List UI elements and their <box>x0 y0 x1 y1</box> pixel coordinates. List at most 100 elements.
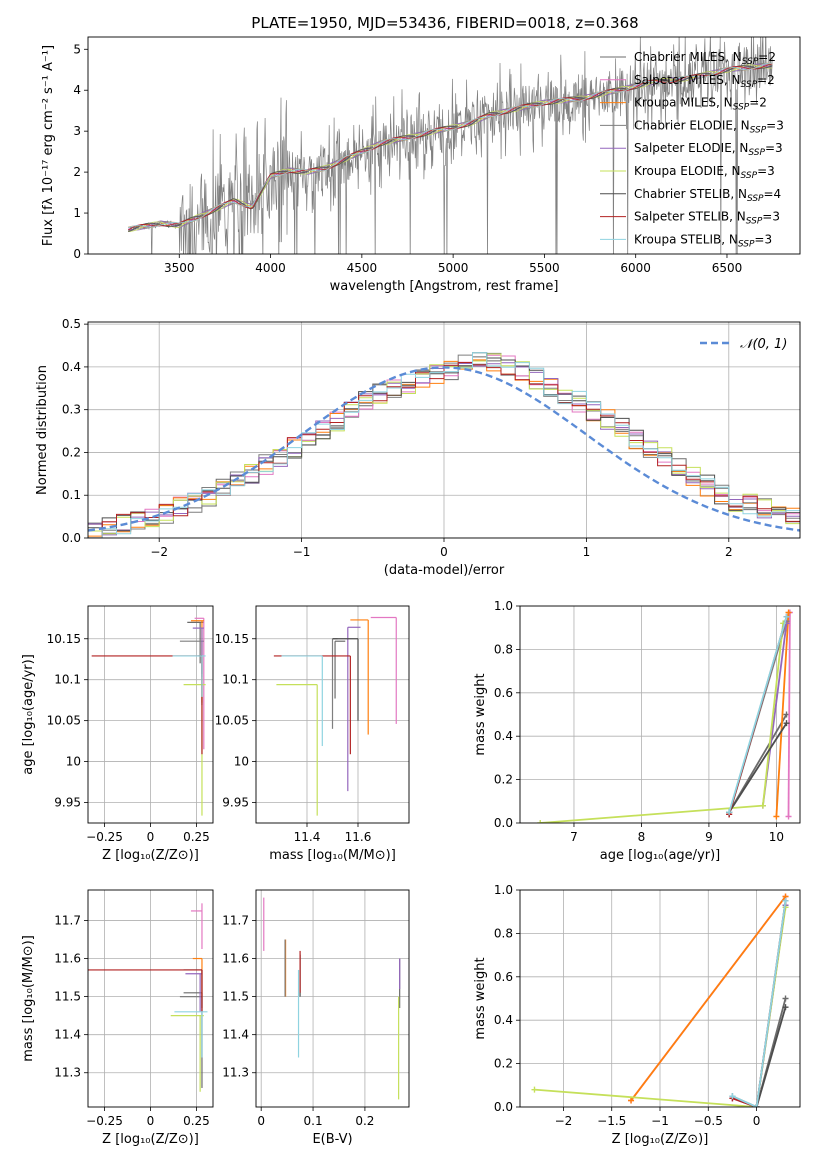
observed-spectrum-line <box>127 37 773 254</box>
y-tick-label: 0 <box>73 247 81 261</box>
panel-residuals: −2 −1 0 1 2 0.0 0.1 0.2 0.3 0.4 0.5 (data-model)/er… <box>35 317 801 578</box>
weight-point-marker <box>785 609 792 616</box>
y-tick-label: 0.8 <box>494 642 513 656</box>
weight-series-line <box>755 1006 787 1107</box>
weight-series-line <box>732 905 787 1107</box>
weight-point-marker <box>783 720 790 727</box>
y-tick-label: 11.3 <box>54 1066 81 1080</box>
y-tick-label: 0.3 <box>62 403 81 417</box>
legend-text: Salpeter ELODIE, N <box>634 141 748 155</box>
x-tick-label: −0.5 <box>694 1114 723 1128</box>
legend-entry: Chabrier MILES, NSSP=2 <box>634 50 776 67</box>
legend-text: Kroupa ELODIE, N <box>634 164 741 178</box>
weight-point-marker <box>785 813 792 820</box>
legend-text: Chabrier STELIB, N <box>634 187 747 201</box>
legend-subscript: SSP <box>741 80 758 90</box>
x-tick-label: −1 <box>651 1114 669 1128</box>
gaussian-reference-curve <box>88 366 800 532</box>
weight-point-marker <box>759 802 766 809</box>
y-tick-label: 3 <box>73 124 81 138</box>
x-tick-label: 7 <box>570 830 578 844</box>
y-tick-label: 11.3 <box>222 1066 249 1080</box>
x-tick-label: −1 <box>293 545 311 559</box>
y-tick-label: 0.1 <box>62 488 81 502</box>
y-tick-label: 0.4 <box>494 1013 513 1027</box>
legend-text: Kroupa STELIB, N <box>634 232 738 246</box>
legend-entry: Kroupa STELIB, NSSP=3 <box>634 232 772 249</box>
legend-entry: Chabrier ELODIE, NSSP=3 <box>634 118 784 135</box>
y-tick-label: 0.0 <box>494 816 513 830</box>
model-fit-line <box>127 63 773 231</box>
axes-frame <box>87 605 214 824</box>
legend-text: Salpeter MILES, N <box>634 73 741 87</box>
weight-point-marker <box>753 1104 760 1107</box>
x-axis-label: Z [log₁₀(Z/Z⊙)] <box>102 848 199 863</box>
legend-text: =2 <box>749 96 767 110</box>
axes-frame <box>255 889 410 1108</box>
figure-title: PLATE=1950, MJD=53436, FIBERID=0018, z=0… <box>251 14 638 32</box>
legend-text: =3 <box>766 118 784 132</box>
plot-area <box>256 890 409 1107</box>
x-axis-label: Z [log₁₀(Z/Z⊙)] <box>612 1132 709 1147</box>
x-axis-label: age [log₁₀(age/yr)] <box>600 848 721 863</box>
x-tick-label: 5000 <box>438 261 469 275</box>
x-tick-label: −0.25 <box>86 830 123 844</box>
legend-text: =3 <box>762 210 780 224</box>
x-tick-label: 11.6 <box>345 830 372 844</box>
legend-subscript: SSP <box>742 57 759 67</box>
x-axis-label: wavelength [Angstrom, rest frame] <box>330 279 559 294</box>
y-axis-label: mass weight <box>473 957 488 1039</box>
weight-series-line <box>732 900 787 1107</box>
y-tick-label: 4 <box>73 83 81 97</box>
x-tick-label: 10 <box>769 830 784 844</box>
legend-text: =3 <box>754 232 772 246</box>
legend-entry: Salpeter MILES, NSSP=2 <box>634 73 775 90</box>
panel-spectrum: 3500 4000 4500 5000 5500 6000 6500 0 1 2 3 4 5 wavele… <box>41 36 801 294</box>
plot-area <box>127 37 773 254</box>
y-tick-label: 0.8 <box>494 926 513 940</box>
weight-point-marker <box>628 1097 635 1104</box>
weight-point-marker <box>537 820 544 823</box>
x-tick-label: 5500 <box>529 261 560 275</box>
panel-age_vs_Z: −0.25 0 0.25 9.95 10 10.05 10.1 10.15 Z [log₁₀(Z… <box>21 605 214 863</box>
weight-series-line <box>728 722 788 813</box>
x-tick-label: 4500 <box>347 261 378 275</box>
x-tick-label: −0.25 <box>86 1114 123 1128</box>
legend-entry: Salpeter STELIB, NSSP=3 <box>634 210 780 227</box>
y-tick-label: 10 <box>66 755 81 769</box>
panel-age_vs_mass: 11.4 11.6 9.95 10 10.05 10.1 10.15 mass [log₁₀(… <box>215 605 410 863</box>
x-tick-label: 0.25 <box>183 1114 210 1128</box>
model-fit-line <box>128 65 773 233</box>
y-tick-label: 11.6 <box>54 952 81 966</box>
panel-weight_vs_age: 7 8 9 10 0.0 0.2 0.4 0.6 0.8 1.0 age [log₁₀(age/yr… <box>473 599 801 863</box>
weight-series-line <box>728 616 788 813</box>
y-tick-label: 10.05 <box>47 714 81 728</box>
y-tick-label: 2 <box>73 165 81 179</box>
x-tick-label: −2 <box>150 545 168 559</box>
y-tick-label: 9.95 <box>54 796 81 810</box>
y-tick-label: 10.1 <box>54 673 81 687</box>
y-tick-label: 0.0 <box>62 531 81 545</box>
y-tick-label: 10.15 <box>47 632 81 646</box>
y-tick-label: 0.2 <box>62 445 81 459</box>
y-tick-label: 11.5 <box>54 990 81 1004</box>
y-tick-label: 11.4 <box>222 1028 249 1042</box>
weight-point-marker <box>726 809 733 816</box>
plot-area <box>256 606 409 823</box>
legend-text: =2 <box>757 73 775 87</box>
y-tick-label: 11.6 <box>222 952 249 966</box>
axes-frame <box>87 889 214 1108</box>
legend-subscript: SSP <box>738 239 755 249</box>
y-tick-label: 0.2 <box>494 773 513 787</box>
weight-point-marker <box>531 1086 538 1093</box>
legend-text: =3 <box>765 141 783 155</box>
legend-subscript: SSP <box>748 148 765 158</box>
panel-mass_vs_EBV: 0 0.1 0.2 11.3 11.4 11.5 11.6 11.7 E(B-V) <box>222 889 410 1147</box>
y-axis-label: Normed distribution <box>35 365 50 495</box>
y-tick-label: 0.6 <box>494 686 513 700</box>
weight-series-line <box>732 905 787 1107</box>
y-tick-label: 0.4 <box>494 729 513 743</box>
y-tick-label: 10 <box>234 755 249 769</box>
y-tick-label: 0.2 <box>494 1057 513 1071</box>
